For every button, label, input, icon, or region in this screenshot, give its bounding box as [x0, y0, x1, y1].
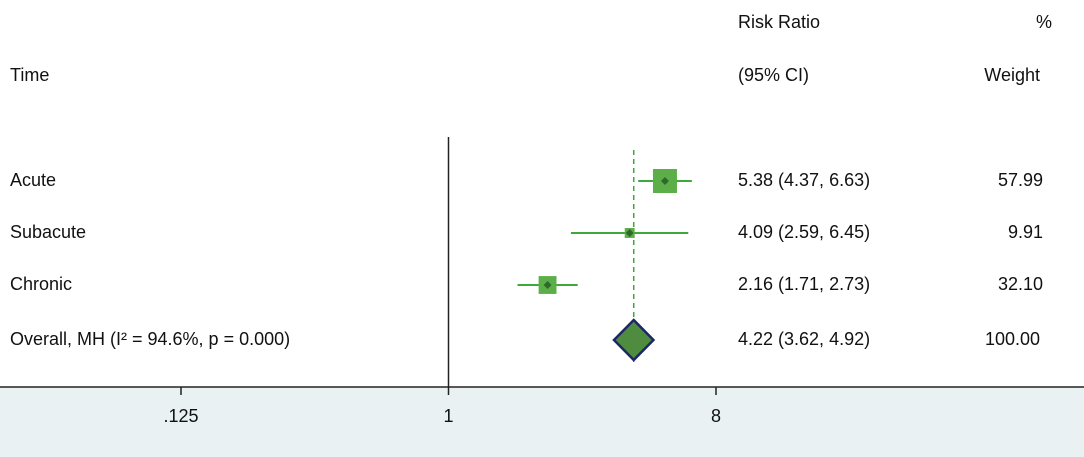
row-label: Chronic — [10, 274, 72, 294]
effect-header: Risk Ratio — [738, 12, 820, 32]
x-tick-label: 1 — [443, 406, 453, 426]
point-marker — [660, 177, 669, 185]
effect-label: 4.09 (2.59, 6.45) — [738, 222, 870, 242]
point-marker — [625, 229, 634, 237]
x-tick-label: 8 — [711, 406, 721, 426]
weight-header: Weight — [984, 65, 1040, 85]
point-marker — [543, 281, 552, 289]
weight-label: 32.10 — [998, 274, 1043, 294]
weight-header: % — [1036, 12, 1052, 32]
overall-weight-label: 100.00 — [985, 329, 1040, 349]
effect-label: 5.38 (4.37, 6.63) — [738, 170, 870, 190]
effect-header: (95% CI) — [738, 65, 809, 85]
effect-label: 2.16 (1.71, 2.73) — [738, 274, 870, 294]
label-header: Time — [10, 65, 49, 85]
weight-label: 9.91 — [1008, 222, 1043, 242]
overall-effect-label: 4.22 (3.62, 4.92) — [738, 329, 870, 349]
overall-label: Overall, MH (I² = 94.6%, p = 0.000) — [10, 329, 290, 349]
row-label: Subacute — [10, 222, 86, 242]
x-tick-label: .125 — [163, 406, 198, 426]
row-label: Acute — [10, 170, 56, 190]
weight-label: 57.99 — [998, 170, 1043, 190]
overall-diamond — [612, 318, 656, 362]
axis-background — [0, 387, 1084, 457]
